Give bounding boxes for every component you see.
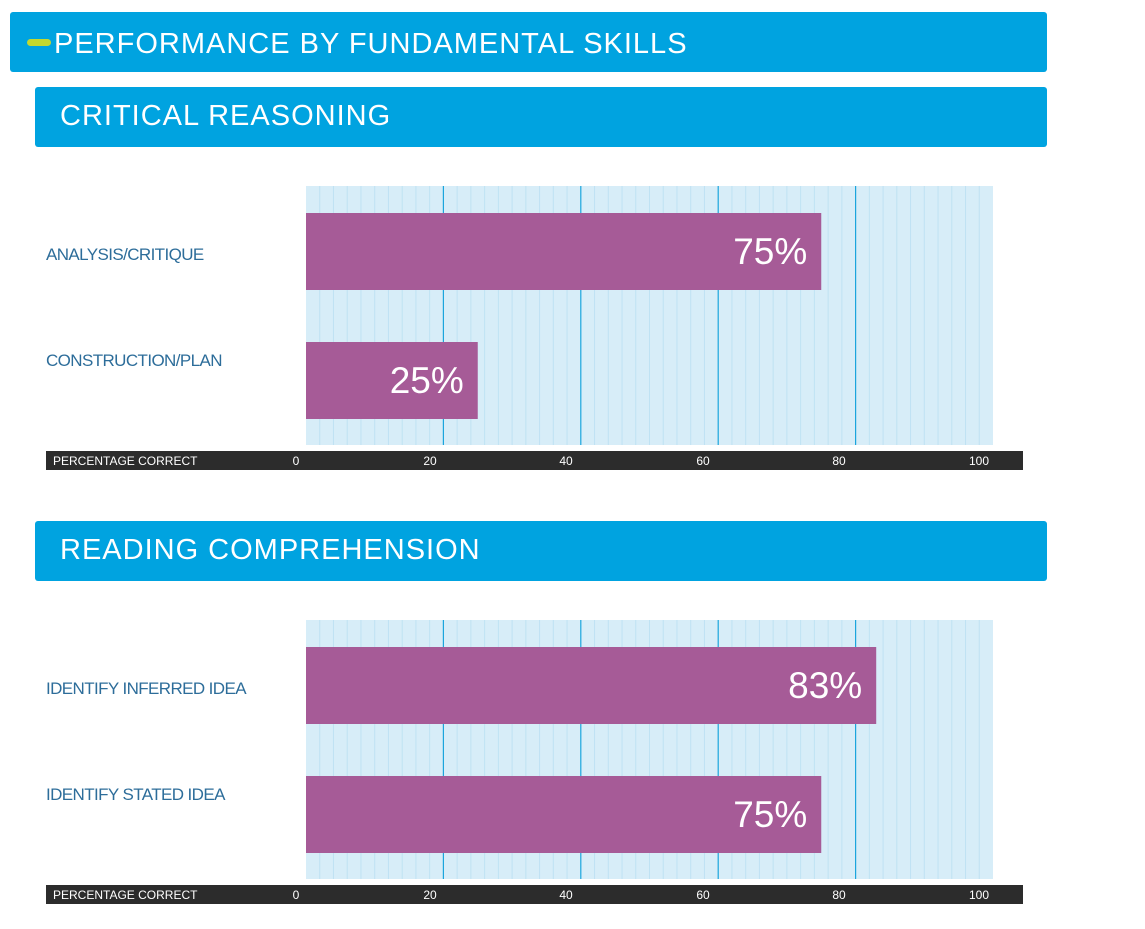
axis-title: PERCENTAGE CORRECT [53,888,198,902]
bar-value-label: 75% [733,231,807,272]
bar [306,776,822,853]
x-tick-label: 60 [696,888,710,902]
section-header-reading-comprehension: READING COMPREHENSION [35,521,1047,581]
chart-reading-comprehension: 83% IDENTIFY INFERRED IDEA 75% IDENTIFY STA… [46,620,1023,904]
chart-critical-reasoning: 75% ANALYSIS/CRITIQUE 25% CONSTRUCTION/PLAN… [46,186,1023,470]
bar [306,213,822,290]
category-label: CONSTRUCTION/PLAN [46,351,222,370]
bar-value-label: 75% [733,794,807,835]
bar-value-label: 83% [788,665,862,706]
main-header: PERFORMANCE BY FUNDAMENTAL SKILLS [10,12,1047,72]
axis-strip [46,885,1023,904]
x-tick-label: 80 [832,888,846,902]
bar [306,342,478,419]
section-title: CRITICAL REASONING [60,100,392,132]
x-tick-label: 0 [293,454,300,468]
x-tick-label: 0 [293,888,300,902]
accent-dash-icon [27,39,51,46]
category-label: IDENTIFY STATED IDEA [46,785,226,804]
category-label: ANALYSIS/CRITIQUE [46,245,204,264]
category-label: IDENTIFY INFERRED IDEA [46,679,247,698]
x-tick-label: 100 [969,454,989,468]
bar-value-label: 25% [390,360,464,401]
bar [306,647,877,724]
x-tick-label: 40 [559,454,573,468]
x-tick-label: 60 [696,454,710,468]
x-tick-label: 100 [969,888,989,902]
x-tick-label: 20 [423,888,437,902]
page-title: PERFORMANCE BY FUNDAMENTAL SKILLS [54,28,688,60]
section-title: READING COMPREHENSION [60,534,481,566]
x-tick-label: 80 [832,454,846,468]
x-tick-label: 20 [423,454,437,468]
section-header-critical-reasoning: CRITICAL REASONING [35,87,1047,147]
x-tick-label: 40 [559,888,573,902]
axis-strip [46,451,1023,470]
axis-title: PERCENTAGE CORRECT [53,454,198,468]
